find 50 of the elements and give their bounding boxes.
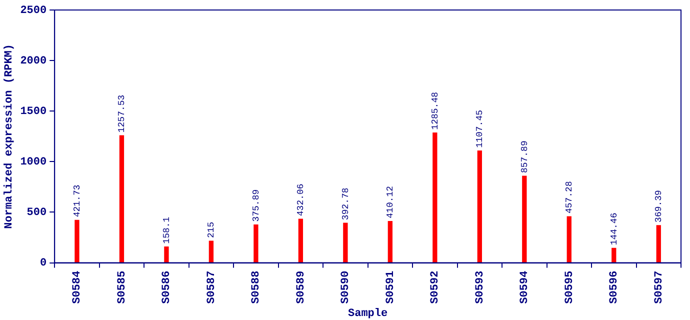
bar bbox=[208, 240, 214, 263]
bar bbox=[477, 150, 482, 263]
x-tick-label: S0593 bbox=[474, 270, 486, 304]
x-axis-title: Sample bbox=[348, 308, 388, 320]
bar bbox=[298, 218, 304, 263]
data-label: 158.1 bbox=[162, 216, 172, 244]
data-label: 144.46 bbox=[609, 212, 620, 246]
x-tick-label: S0584 bbox=[72, 270, 84, 304]
x-tick-label: S0587 bbox=[206, 270, 218, 304]
data-label: 421.73 bbox=[72, 184, 82, 218]
data-label: 410.12 bbox=[386, 186, 396, 218]
x-tick-label: S0589 bbox=[295, 270, 308, 304]
bar bbox=[254, 224, 258, 263]
bar bbox=[522, 176, 527, 263]
bar bbox=[612, 248, 616, 263]
bar bbox=[119, 135, 124, 263]
y-tick-label: 2000 bbox=[20, 55, 47, 68]
bar bbox=[164, 246, 169, 263]
data-label: 1257.53 bbox=[117, 94, 128, 133]
x-tick-label: S0586 bbox=[161, 270, 174, 304]
bar bbox=[656, 225, 661, 263]
bar bbox=[432, 132, 438, 263]
y-axis-title: Normalized expression (RPKM) bbox=[3, 44, 16, 229]
y-tick-label: 2500 bbox=[20, 4, 47, 17]
y-tick-label: 1500 bbox=[20, 106, 47, 118]
x-tick-label: S0591 bbox=[384, 270, 397, 304]
x-tick-label: S0588 bbox=[250, 270, 263, 304]
data-label: 432.06 bbox=[296, 184, 306, 216]
data-label: 215 bbox=[206, 222, 217, 238]
y-tick-label: 1000 bbox=[20, 156, 47, 168]
y-tick-label: 0 bbox=[40, 258, 47, 270]
data-label: 1285.48 bbox=[430, 92, 440, 130]
y-tick-label: 500 bbox=[26, 207, 47, 219]
x-tick-label: S0590 bbox=[340, 270, 352, 304]
bar bbox=[74, 220, 80, 263]
x-tick-label: S0595 bbox=[564, 270, 576, 304]
data-label: 1107.45 bbox=[475, 110, 486, 148]
x-tick-label: S0592 bbox=[430, 270, 442, 304]
data-label: 375.89 bbox=[251, 189, 262, 222]
data-label: 857.89 bbox=[520, 140, 530, 174]
bar bbox=[388, 220, 393, 263]
x-tick-label: S0594 bbox=[519, 270, 532, 304]
data-label: 392.78 bbox=[340, 188, 351, 220]
bar bbox=[343, 222, 348, 263]
x-tick-label: S0596 bbox=[608, 270, 621, 304]
x-tick-label: S0585 bbox=[116, 270, 128, 304]
x-tick-label: S0597 bbox=[653, 270, 666, 304]
bar bbox=[566, 216, 572, 263]
data-label: 369.39 bbox=[654, 190, 664, 222]
data-label: 457.28 bbox=[564, 181, 575, 214]
